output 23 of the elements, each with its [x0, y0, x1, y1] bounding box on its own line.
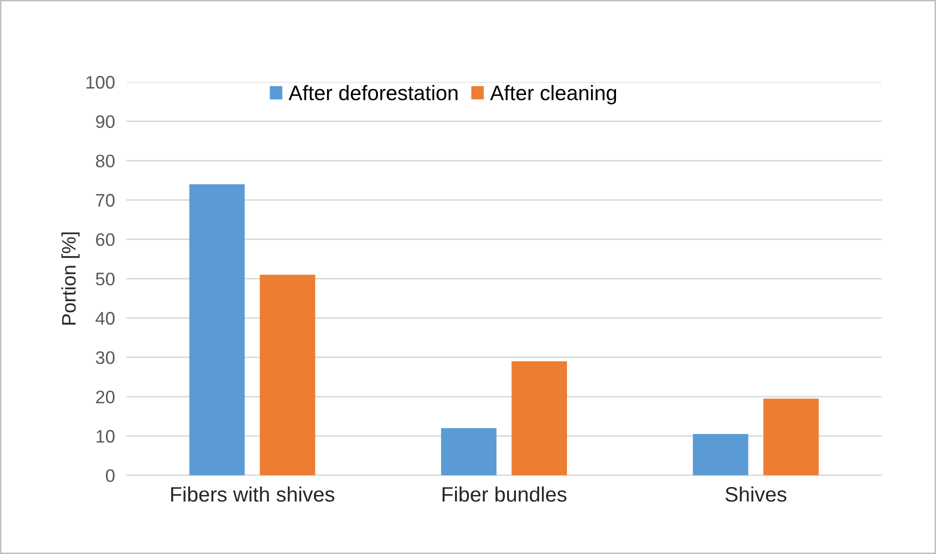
- x-tick-label: Fiber bundles: [442, 486, 566, 502]
- y-tick-label: 80: [96, 154, 115, 168]
- y-tick-label: 20: [96, 390, 115, 404]
- y-tick-label: 40: [96, 312, 115, 325]
- bar: [260, 274, 316, 476]
- y-tick-label: 60: [96, 233, 115, 246]
- bar: [763, 398, 819, 476]
- bar: [189, 184, 245, 476]
- y-axis-title: Portion [%]: [61, 232, 80, 325]
- y-tick-label: 100: [86, 76, 115, 89]
- y-tick-label: 10: [96, 430, 115, 443]
- x-tick-label: Shives: [726, 486, 786, 502]
- bar: [441, 428, 496, 476]
- y-tick-label: 90: [96, 115, 115, 128]
- y-tick-label: 70: [96, 194, 115, 207]
- legend-label: After deforestation: [288, 85, 458, 100]
- bar: [692, 434, 748, 476]
- bar: [512, 361, 567, 476]
- legend-label: After cleaning: [490, 85, 616, 104]
- x-tick-label: Fibers with shives: [171, 486, 334, 502]
- y-tick-label: 50: [96, 272, 115, 286]
- y-tick-label: 30: [96, 351, 115, 364]
- y-tick-label: 0: [106, 469, 115, 482]
